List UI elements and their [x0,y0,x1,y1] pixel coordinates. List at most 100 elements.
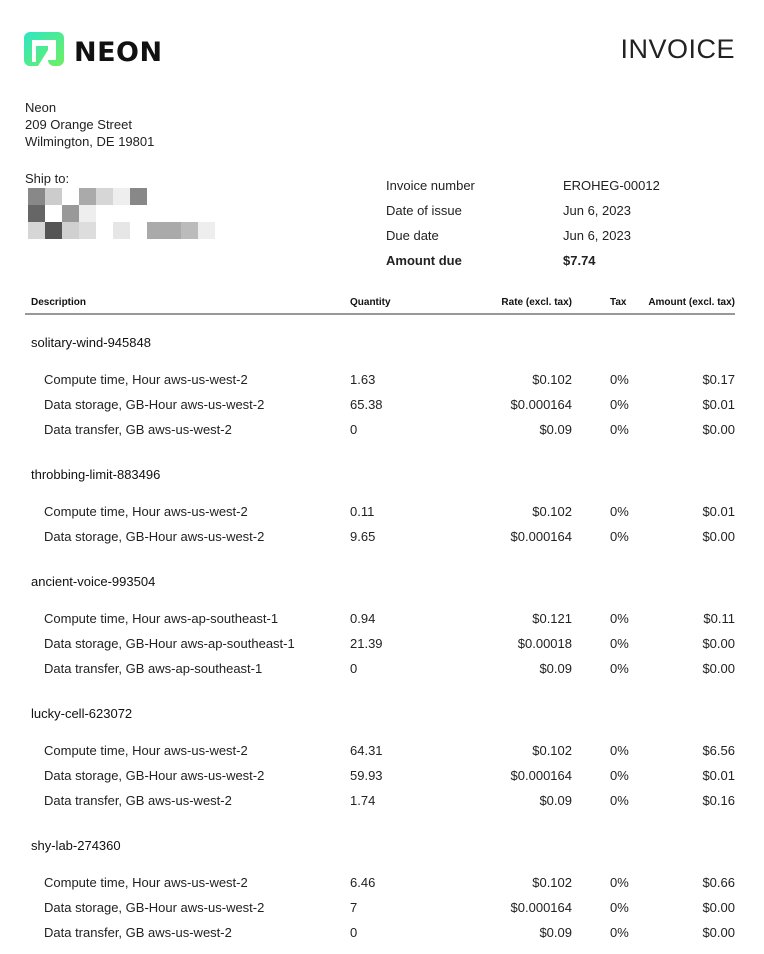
item-rate: $0.121 [532,611,572,626]
document-title: INVOICE [620,34,735,64]
meta-row: Due date Jun 6, 2023 [386,223,660,248]
item-tax: 0% [610,875,629,890]
item-amount: $0.00 [702,661,735,676]
header-tax: Tax [610,297,627,308]
redaction-block [130,188,147,205]
table-row: Data storage, GB-Hour aws-us-west-2 59.93… [0,768,764,788]
item-amount: $0.17 [702,372,735,387]
redaction-block [113,188,130,205]
table-row: Data storage, GB-Hour aws-us-west-2 9.65 $… [0,529,764,549]
item-amount: $6.56 [702,743,735,758]
address-line: Wilmington, DE 19801 [25,134,155,149]
item-tax: 0% [610,661,629,676]
project-group-title: lucky-cell-623072 [31,706,133,721]
item-tax: 0% [610,422,629,437]
item-description: Data transfer, GB aws-ap-southeast-1 [44,661,263,676]
redaction-block [62,222,79,239]
table-row: Data transfer, GB aws-us-west-2 0 $0.09 0% $… [0,422,764,442]
redaction-block [79,205,96,222]
item-tax: 0% [610,925,629,940]
item-description: Compute time, Hour aws-us-west-2 [44,504,248,519]
table-row: Compute time, Hour aws-ap-southeast-1 0.9… [0,611,764,631]
item-amount: $0.66 [702,875,735,890]
meta-value: Jun 6, 2023 [563,203,631,218]
item-quantity: 0 [350,422,358,437]
redaction-block [147,222,164,239]
meta-value: $7.74 [563,253,596,268]
item-tax: 0% [610,743,629,758]
meta-value: Jun 6, 2023 [563,228,631,243]
table-row: Data transfer, GB aws-us-west-2 1.74 $0.09… [0,793,764,813]
item-amount: $0.00 [702,925,735,940]
neon-logo-icon [24,32,64,66]
item-tax: 0% [610,372,629,387]
item-tax: 0% [610,504,629,519]
item-quantity: 7 [350,900,358,915]
table-row: Data storage, GB-Hour aws-ap-southeast-1… [0,636,764,656]
project-group-title: solitary-wind-945848 [31,335,151,350]
neon-logo: NEON [24,32,163,72]
item-rate: $0.09 [539,793,572,808]
item-tax: 0% [610,636,629,651]
item-amount: $0.00 [702,422,735,437]
header-rate: Rate (excl. tax) [501,297,572,308]
item-amount: $0.00 [702,900,735,915]
item-description: Data transfer, GB aws-us-west-2 [44,422,232,437]
address-line: 209 Orange Street [25,117,132,132]
header-amount: Amount (excl. tax) [648,297,735,308]
item-tax: 0% [610,529,629,544]
brand-name: NEON [74,36,163,68]
item-rate: $0.09 [539,661,572,676]
redaction-block [45,222,62,239]
item-description: Data storage, GB-Hour aws-us-west-2 [44,768,265,783]
item-description: Compute time, Hour aws-ap-southeast-1 [44,611,279,626]
sender-address: Neon 209 Orange Street Wilmington, DE 19… [25,99,154,150]
item-rate: $0.000164 [510,768,572,783]
item-description: Compute time, Hour aws-us-west-2 [44,875,248,890]
project-group-title: shy-lab-274360 [31,838,121,853]
item-rate: $0.102 [532,875,572,890]
item-rate: $0.00018 [517,636,572,651]
item-quantity: 59.93 [350,768,383,783]
item-amount: $0.16 [702,793,735,808]
project-group-title: ancient-voice-993504 [31,574,156,589]
table-row: Data storage, GB-Hour aws-us-west-2 65.38… [0,397,764,417]
meta-label: Invoice number [386,178,475,193]
redaction-block [79,188,96,205]
item-quantity: 1.74 [350,793,376,808]
item-amount: $0.11 [703,611,735,626]
item-quantity: 0 [350,925,358,940]
table-row: Data transfer, GB aws-ap-southeast-1 0 $0.… [0,661,764,681]
redaction-block [96,188,113,205]
item-amount: $0.00 [702,529,735,544]
meta-label: Date of issue [386,203,462,218]
redaction-block [79,222,96,239]
project-group-title: throbbing-limit-883496 [31,467,161,482]
item-rate: $0.09 [539,422,572,437]
item-quantity: 21.39 [350,636,383,651]
item-rate: $0.000164 [510,397,572,412]
item-quantity: 6.46 [350,875,376,890]
redaction-block [28,188,45,205]
meta-row: Date of issue Jun 6, 2023 [386,198,660,223]
table-row: Data storage, GB-Hour aws-us-west-2 7 $0.0… [0,900,764,920]
item-description: Data storage, GB-Hour aws-ap-southeast-1 [44,636,295,651]
item-description: Compute time, Hour aws-us-west-2 [44,743,248,758]
item-amount: $0.00 [702,636,735,651]
item-quantity: 0.94 [350,611,376,626]
item-amount: $0.01 [702,504,735,519]
table-row: Compute time, Hour aws-us-west-2 6.46 $0.1… [0,875,764,895]
table-row: Compute time, Hour aws-us-west-2 0.11 $0.1… [0,504,764,524]
header-description: Description [31,297,87,308]
invoice-meta: Invoice number EROHEG-00012 Date of issue J… [386,173,660,273]
ship-to-label: Ship to: [25,171,70,186]
redaction-block [28,222,45,239]
meta-label: Amount due [386,253,462,268]
address-line: Neon [25,100,57,115]
item-description: Data storage, GB-Hour aws-us-west-2 [44,900,265,915]
item-rate: $0.09 [539,925,572,940]
redaction-block [45,188,62,205]
redaction-block [164,222,181,239]
redaction-block [28,205,45,222]
meta-row: Invoice number EROHEG-00012 [386,173,660,198]
